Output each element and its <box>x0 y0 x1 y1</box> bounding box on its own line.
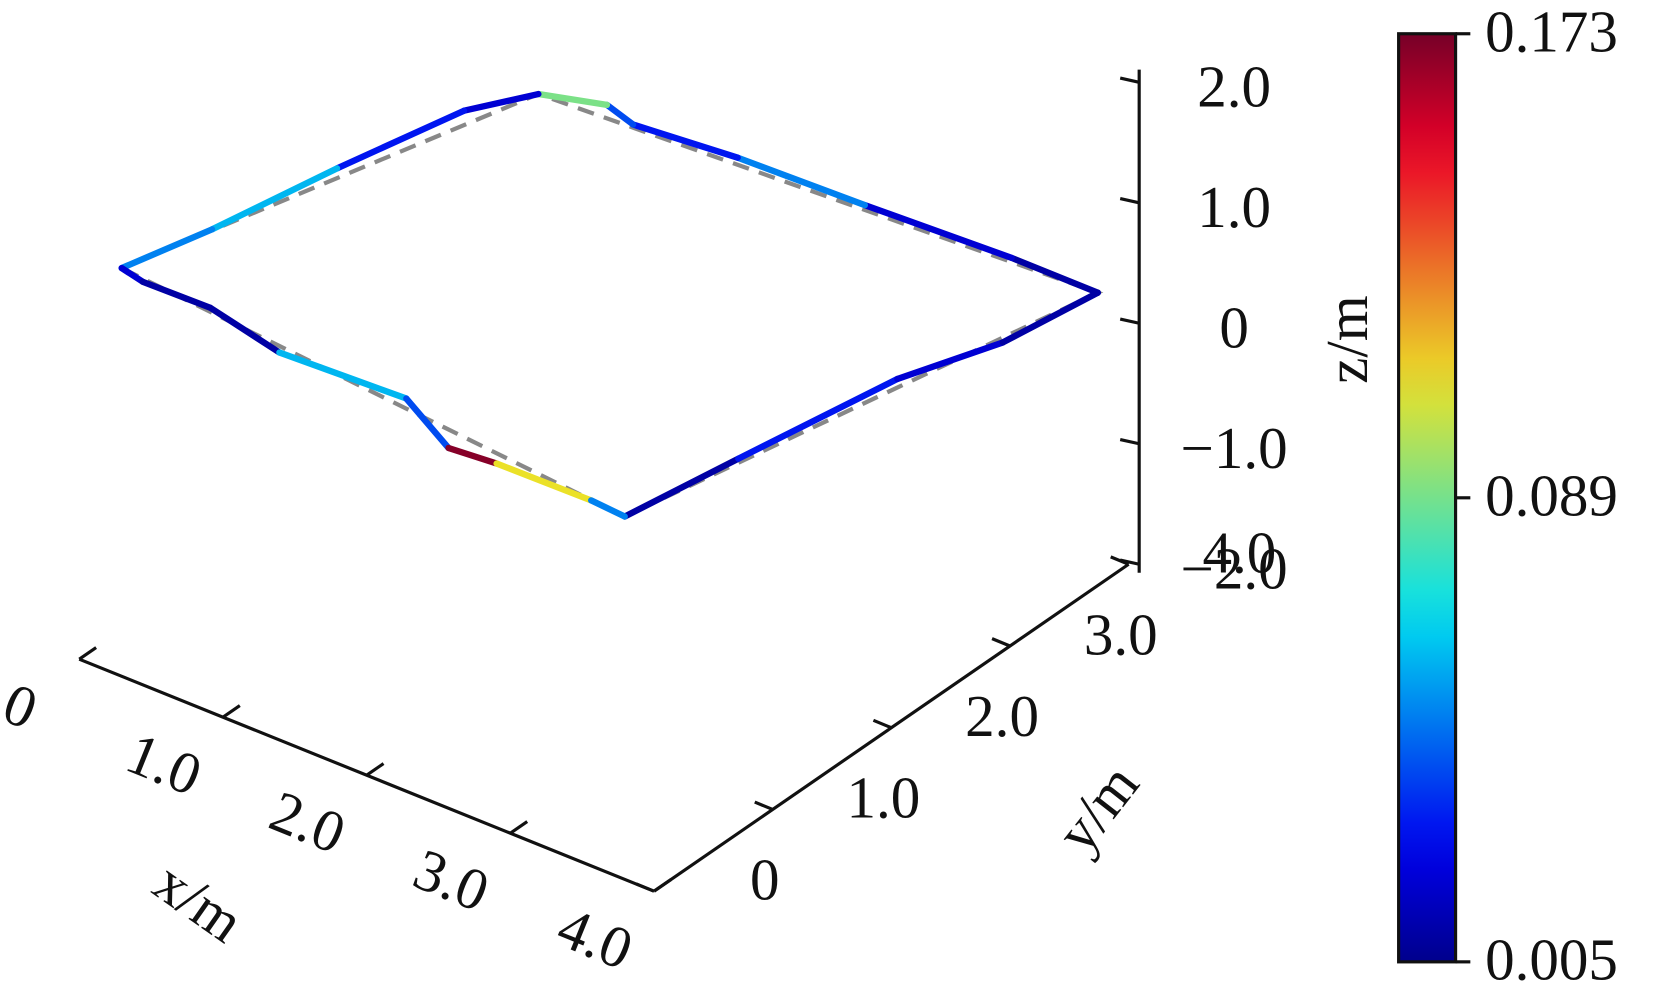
z-tick <box>1119 197 1140 205</box>
trajectory-segment <box>493 460 595 504</box>
y-tick-label: 3.0 <box>1084 601 1158 667</box>
x-axis-label: x/m <box>142 848 255 955</box>
trajectory-segment <box>118 264 146 285</box>
trajectory-segment <box>276 349 410 402</box>
x-tick-label: 1.0 <box>118 720 211 809</box>
y-tick <box>1110 555 1130 566</box>
colorbar-tick-label: 0.005 <box>1485 927 1618 984</box>
trajectory-segment <box>1008 254 1101 296</box>
z-axis-label: z/m <box>1314 295 1380 384</box>
y-tick-label: 2.0 <box>965 683 1039 749</box>
x-tick-label: 2.0 <box>261 778 354 867</box>
trajectory-segment <box>206 304 283 356</box>
x-tick <box>365 762 385 777</box>
x-tick <box>509 820 529 835</box>
y-tick-label: 4.0 <box>1202 520 1276 586</box>
colorbar <box>1397 32 1458 964</box>
y-tick <box>991 637 1011 648</box>
colorbar-tick-label: 0.089 <box>1485 463 1618 529</box>
y-tick-label: 1.0 <box>847 765 921 831</box>
trajectory-segment <box>629 121 741 161</box>
trajectory-segment <box>139 278 214 311</box>
trajectory-segment <box>535 90 611 109</box>
x-tick <box>653 878 672 893</box>
z-tick <box>1119 437 1140 446</box>
colorbar-tick-label: 0.173 <box>1485 0 1618 65</box>
z-tick-label: 2.0 <box>1197 53 1271 119</box>
x-tick-label: 3.0 <box>405 836 498 925</box>
x-tick-label: 0 <box>0 670 47 742</box>
trajectory-segment <box>588 497 628 520</box>
trajectory-segment <box>333 107 468 172</box>
z-tick-label: 0 <box>1219 294 1249 360</box>
y-tick <box>754 800 774 811</box>
trajectory-segment <box>603 101 637 128</box>
trajectory-segment <box>460 90 542 114</box>
trajectory-segment <box>621 455 742 520</box>
trajectory-segment <box>118 226 216 272</box>
x-tick <box>222 704 241 719</box>
z-tick-label: −1.0 <box>1181 415 1288 481</box>
trajectory-segment <box>735 375 901 462</box>
z-tick <box>1119 317 1140 325</box>
trajectory-segment <box>861 201 1015 262</box>
x-tick <box>78 646 98 661</box>
trajectory-segment <box>999 289 1101 346</box>
z-tick <box>1119 558 1140 566</box>
z-tick <box>1119 76 1140 84</box>
y-tick <box>872 718 892 730</box>
y-axis-label: y/m <box>1043 752 1152 865</box>
trajectory-segment <box>403 395 452 452</box>
trajectory-segment <box>208 165 341 233</box>
x-tick-label: 4.0 <box>549 894 642 983</box>
y-tick <box>635 882 655 893</box>
trajectory-segment <box>445 444 500 467</box>
trajectory-segment <box>734 154 869 209</box>
reference-path <box>120 91 1104 519</box>
trajectory-segment <box>894 339 1006 383</box>
z-tick-label: 1.0 <box>1197 174 1271 240</box>
y-tick-label: 0 <box>750 846 780 912</box>
z-tick-label: −2.0 <box>1181 535 1288 601</box>
